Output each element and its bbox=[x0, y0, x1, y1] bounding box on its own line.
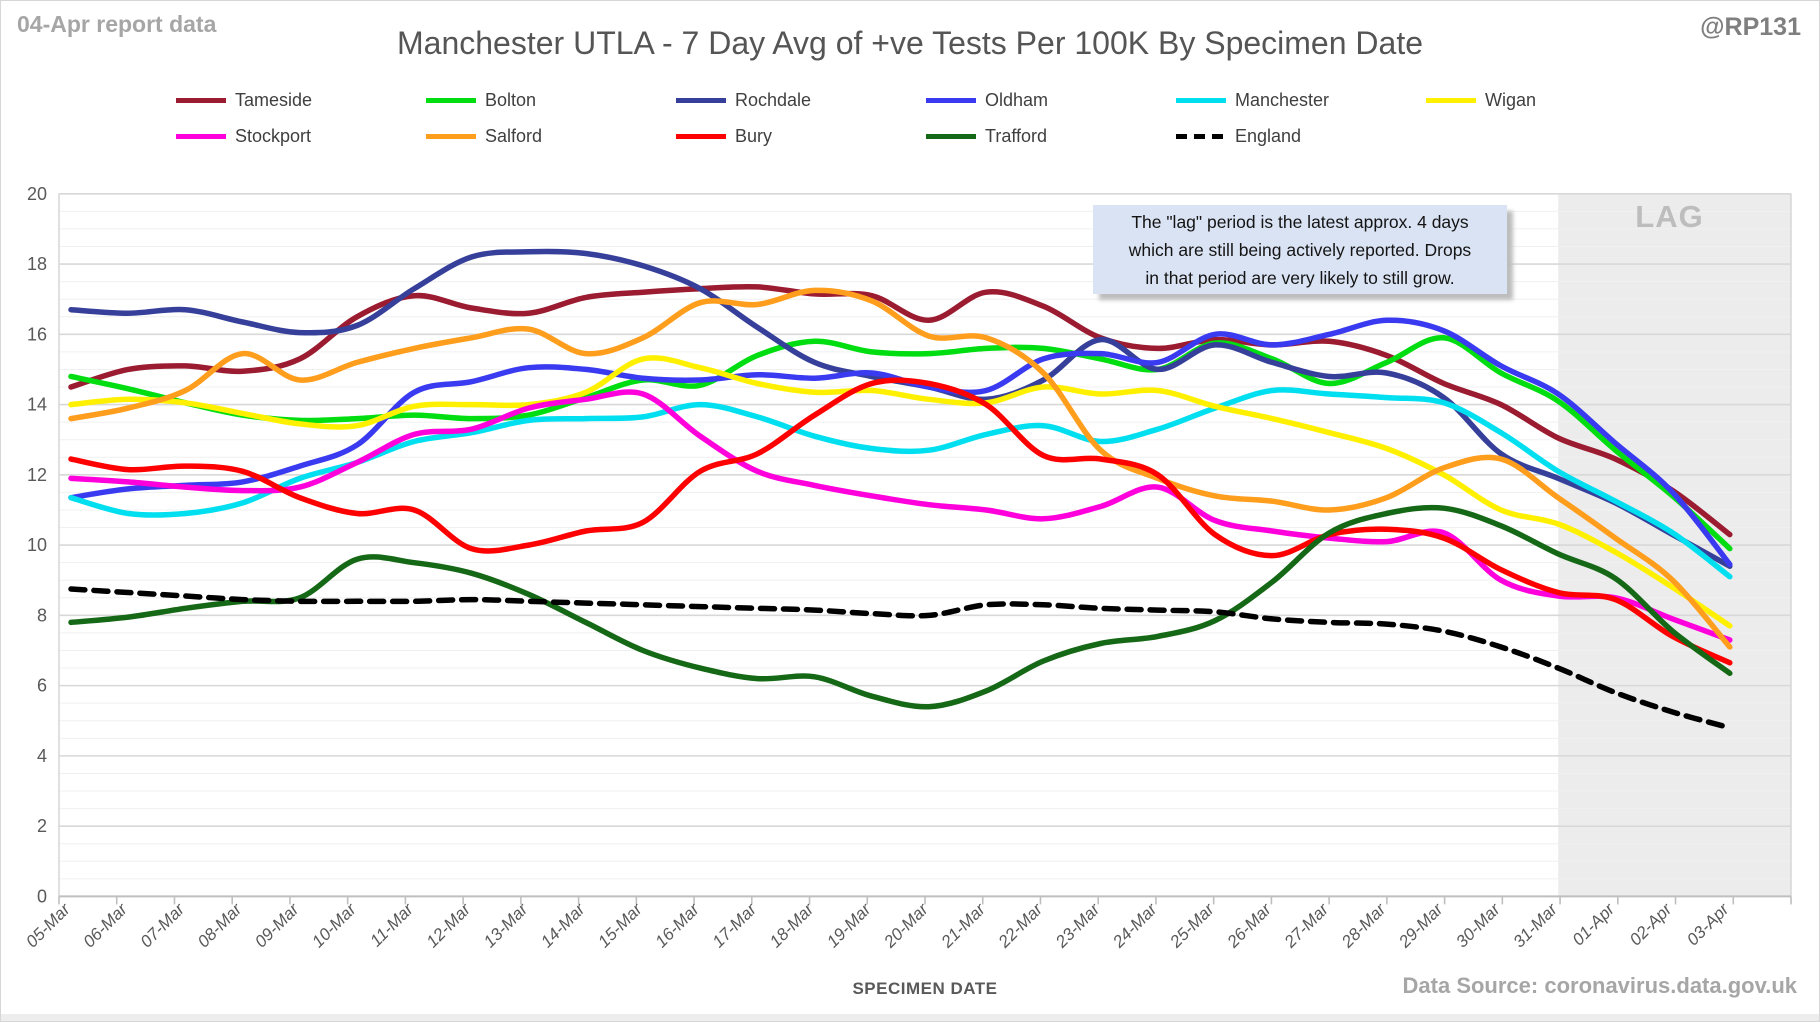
legend-item-bury: Bury bbox=[676, 123, 926, 149]
x-axis-tick-label: 21-Mar bbox=[937, 899, 990, 952]
y-axis-tick-label: 20 bbox=[27, 184, 47, 204]
x-axis-tick-label: 02-Apr bbox=[1626, 899, 1676, 949]
legend-swatch-manchester bbox=[1176, 97, 1226, 103]
legend-label: England bbox=[1235, 125, 1302, 146]
x-axis-tick-label: 12-Mar bbox=[423, 899, 475, 951]
page-title: Manchester UTLA - 7 Day Avg of +ve Tests… bbox=[397, 25, 1423, 61]
series-line-stockport bbox=[68, 389, 1733, 643]
y-axis-tick-label: 16 bbox=[27, 324, 47, 344]
x-axis-tick-label: 28-Mar bbox=[1337, 899, 1390, 952]
y-axis-tick-label: 6 bbox=[37, 676, 47, 696]
x-axis-tick-label: 01-Apr bbox=[1569, 899, 1619, 949]
lag-annotation-box: The "lag" period is the latest approx. 4… bbox=[1093, 205, 1507, 294]
x-axis-tick-label: 26-Mar bbox=[1223, 899, 1276, 952]
x-axis-tick-label: 20-Mar bbox=[880, 899, 933, 952]
series-line-england bbox=[68, 586, 1733, 731]
watermark-handle: @RP131 bbox=[1700, 13, 1801, 41]
legend-swatch-salford bbox=[426, 133, 476, 139]
data-source-credit: Data Source: coronavirus.data.gov.uk bbox=[1402, 973, 1797, 998]
x-axis-tick-label: 03-Apr bbox=[1683, 899, 1733, 949]
chart-legend: Tameside Bolton Rochdale Oldham Manchester Wi… bbox=[176, 87, 1676, 149]
annotation-line: The "lag" period is the latest approx. 4… bbox=[1131, 211, 1469, 232]
legend-swatch-tameside bbox=[176, 97, 226, 103]
series-line-bury bbox=[68, 377, 1733, 666]
legend-item-manchester: Manchester bbox=[1176, 87, 1426, 113]
x-axis-tick-label: 18-Mar bbox=[766, 899, 818, 951]
y-axis-tick-label: 0 bbox=[37, 886, 47, 906]
legend-label: Wigan bbox=[1485, 89, 1537, 110]
legend-item-rochdale: Rochdale bbox=[676, 87, 926, 113]
legend-swatch-bury bbox=[676, 133, 726, 139]
legend-item-tameside: Tameside bbox=[176, 87, 426, 113]
series-line-wigan bbox=[68, 355, 1733, 629]
report-note: 04-Apr report data bbox=[17, 11, 217, 37]
x-axis-tick-label: 22-Mar bbox=[994, 899, 1047, 952]
bottom-edge-strip bbox=[1, 1014, 1819, 1021]
x-axis-tick-label: 19-Mar bbox=[823, 899, 875, 951]
x-axis-tick-label: 06-Mar bbox=[80, 899, 132, 951]
legend-item-trafford: Trafford bbox=[926, 123, 1176, 149]
series-line-bolton bbox=[68, 335, 1733, 552]
x-axis-tick-label: 31-Mar bbox=[1510, 899, 1562, 951]
x-axis-tick-label: 15-Mar bbox=[594, 899, 646, 951]
x-axis-tick-label: 24-Mar bbox=[1108, 899, 1161, 952]
legend-label: Oldham bbox=[985, 89, 1049, 110]
legend-label: Trafford bbox=[985, 125, 1048, 146]
y-axis-tick-label: 2 bbox=[37, 816, 47, 836]
x-axis-tick-label: 09-Mar bbox=[251, 899, 303, 951]
legend-swatch-stockport bbox=[176, 133, 226, 139]
lag-region-label: LAG bbox=[1635, 199, 1704, 234]
legend-item-stockport: Stockport bbox=[176, 123, 426, 149]
legend-label: Manchester bbox=[1235, 89, 1330, 110]
y-axis-tick-label: 10 bbox=[27, 535, 47, 555]
legend-swatch-wigan bbox=[1426, 97, 1476, 103]
x-axis-tick-label: 16-Mar bbox=[652, 899, 704, 951]
x-axis-title: SPECIMEN DATE bbox=[852, 979, 998, 998]
y-axis-tick-label: 14 bbox=[27, 395, 47, 415]
annotation-line: in that period are very likely to still … bbox=[1145, 267, 1455, 288]
legend-swatch-rochdale bbox=[676, 97, 726, 103]
y-axis-tick-label: 4 bbox=[37, 746, 47, 766]
x-axis-tick-label: 17-Mar bbox=[709, 899, 761, 951]
y-axis-tick-label: 8 bbox=[37, 605, 47, 625]
x-axis-tick-label: 23-Mar bbox=[1051, 899, 1104, 952]
legend-label: Tameside bbox=[235, 89, 313, 110]
series-line-oldham bbox=[68, 317, 1733, 568]
series-line-trafford bbox=[68, 504, 1733, 710]
series-line-salford bbox=[68, 287, 1733, 650]
x-axis-tick-label: 11-Mar bbox=[366, 899, 418, 951]
legend-swatch-england bbox=[1176, 133, 1226, 139]
y-axis-tick-label: 18 bbox=[27, 254, 47, 274]
legend-item-england: England bbox=[1176, 123, 1426, 149]
x-axis-tick-label: 10-Mar bbox=[308, 899, 360, 951]
legend-item-salford: Salford bbox=[426, 123, 676, 149]
x-axis-tick-label: 14-Mar bbox=[537, 899, 589, 951]
x-axis-tick-label: 07-Mar bbox=[137, 899, 189, 951]
x-axis-tick-label: 08-Mar bbox=[194, 899, 246, 951]
series-line-tameside bbox=[68, 283, 1733, 538]
legend-swatch-trafford bbox=[926, 133, 976, 139]
legend-item-oldham: Oldham bbox=[926, 87, 1176, 113]
legend-label: Bury bbox=[735, 125, 773, 146]
legend-swatch-oldham bbox=[926, 97, 976, 103]
legend-label: Salford bbox=[485, 125, 543, 146]
legend-swatch-bolton bbox=[426, 97, 476, 103]
x-axis-tick-label: 13-Mar bbox=[480, 899, 532, 951]
x-axis-tick-label: 29-Mar bbox=[1394, 899, 1447, 952]
y-axis-tick-label: 12 bbox=[27, 465, 47, 485]
legend-label: Bolton bbox=[485, 89, 537, 110]
legend-label: Stockport bbox=[235, 125, 312, 146]
legend-label: Rochdale bbox=[735, 89, 812, 110]
x-axis-tick-label: 25-Mar bbox=[1166, 899, 1219, 952]
x-axis-tick-label: 05-Mar bbox=[22, 899, 74, 951]
legend-item-bolton: Bolton bbox=[426, 87, 676, 113]
legend-item-wigan: Wigan bbox=[1426, 87, 1676, 113]
annotation-line: which are still being actively reported.… bbox=[1128, 239, 1472, 260]
x-axis-tick-label: 27-Mar bbox=[1280, 899, 1333, 952]
x-axis-tick-label: 30-Mar bbox=[1452, 899, 1504, 951]
